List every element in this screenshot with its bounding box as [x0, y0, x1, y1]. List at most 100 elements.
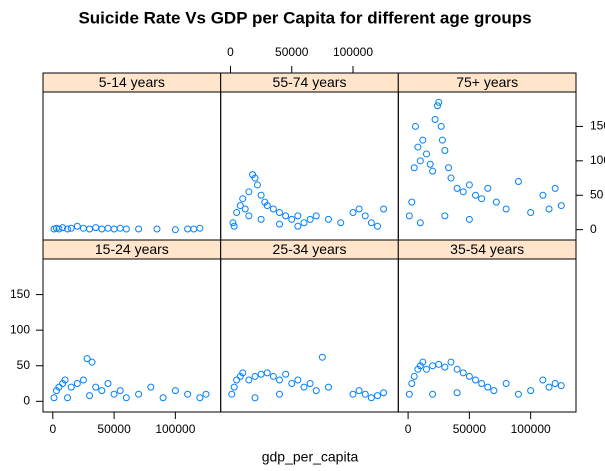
point	[104, 380, 112, 388]
point	[441, 363, 449, 371]
point	[263, 202, 271, 210]
point	[239, 195, 247, 203]
point	[196, 224, 204, 232]
point	[349, 390, 357, 398]
x-tick-label: 0	[227, 45, 234, 59]
point	[355, 387, 363, 395]
point	[490, 387, 498, 395]
x-tick-label: 50000	[453, 422, 487, 436]
point	[410, 164, 418, 172]
point	[422, 150, 430, 158]
point	[184, 390, 192, 398]
point	[171, 387, 179, 395]
point	[257, 191, 265, 199]
point	[50, 394, 58, 402]
point	[478, 195, 486, 203]
point	[416, 362, 424, 370]
point	[98, 225, 106, 233]
point	[86, 225, 94, 233]
point	[502, 205, 510, 213]
point	[355, 205, 363, 213]
y-tick-label: 0	[590, 222, 597, 236]
point	[557, 202, 565, 210]
y-tick-label: 150	[590, 119, 605, 133]
point	[61, 376, 69, 384]
point	[447, 174, 455, 182]
point	[88, 358, 96, 366]
point	[236, 372, 244, 380]
point	[478, 380, 486, 388]
point	[104, 224, 112, 232]
point	[245, 376, 253, 384]
point	[236, 202, 244, 210]
point	[122, 225, 130, 233]
strip	[397, 72, 577, 93]
y-tick-label: 150	[10, 287, 30, 301]
point	[431, 116, 439, 124]
point	[241, 205, 249, 213]
point	[445, 164, 453, 172]
point	[269, 372, 277, 380]
point	[269, 205, 277, 213]
point	[135, 390, 143, 398]
point	[52, 387, 60, 395]
x-tick-label: 100000	[333, 45, 373, 59]
point	[545, 205, 553, 213]
point	[55, 383, 63, 391]
point	[73, 380, 81, 388]
point	[257, 370, 265, 378]
point	[233, 208, 241, 216]
point	[135, 225, 143, 233]
point	[405, 212, 413, 220]
point	[251, 372, 259, 380]
point	[361, 390, 369, 398]
panel	[42, 91, 222, 241]
point	[453, 184, 461, 192]
x-tick-label: 0	[405, 422, 412, 436]
point	[514, 390, 522, 398]
point	[429, 362, 437, 370]
point	[539, 191, 547, 199]
point	[79, 376, 87, 384]
point	[184, 225, 192, 233]
point	[361, 212, 369, 220]
point	[92, 383, 100, 391]
y-tick-label: 100	[590, 153, 605, 167]
point	[59, 224, 67, 232]
point	[422, 365, 430, 373]
point	[275, 220, 283, 228]
point	[367, 219, 375, 227]
x-tick-label: 100000	[155, 422, 195, 436]
point	[447, 358, 455, 366]
point	[239, 369, 247, 377]
panel	[42, 258, 222, 413]
point	[196, 394, 204, 402]
point	[110, 225, 118, 233]
point	[416, 219, 424, 227]
point	[545, 383, 553, 391]
point	[110, 390, 118, 398]
point	[83, 355, 91, 363]
point	[414, 143, 422, 151]
y-tick-label: 0	[23, 393, 30, 407]
point	[300, 219, 308, 227]
point	[312, 387, 320, 395]
point	[59, 380, 67, 388]
point	[64, 394, 72, 402]
point	[263, 369, 271, 377]
point	[116, 224, 124, 232]
point	[233, 376, 241, 384]
point	[73, 222, 81, 230]
point	[373, 392, 381, 400]
panel	[397, 258, 577, 413]
point	[228, 390, 236, 398]
point	[434, 102, 442, 110]
point	[153, 225, 161, 233]
point	[171, 226, 179, 234]
point	[86, 392, 94, 400]
point	[459, 369, 467, 377]
y-tick-label: 50	[590, 187, 604, 201]
point	[414, 365, 422, 373]
point	[429, 390, 437, 398]
point	[294, 222, 302, 230]
